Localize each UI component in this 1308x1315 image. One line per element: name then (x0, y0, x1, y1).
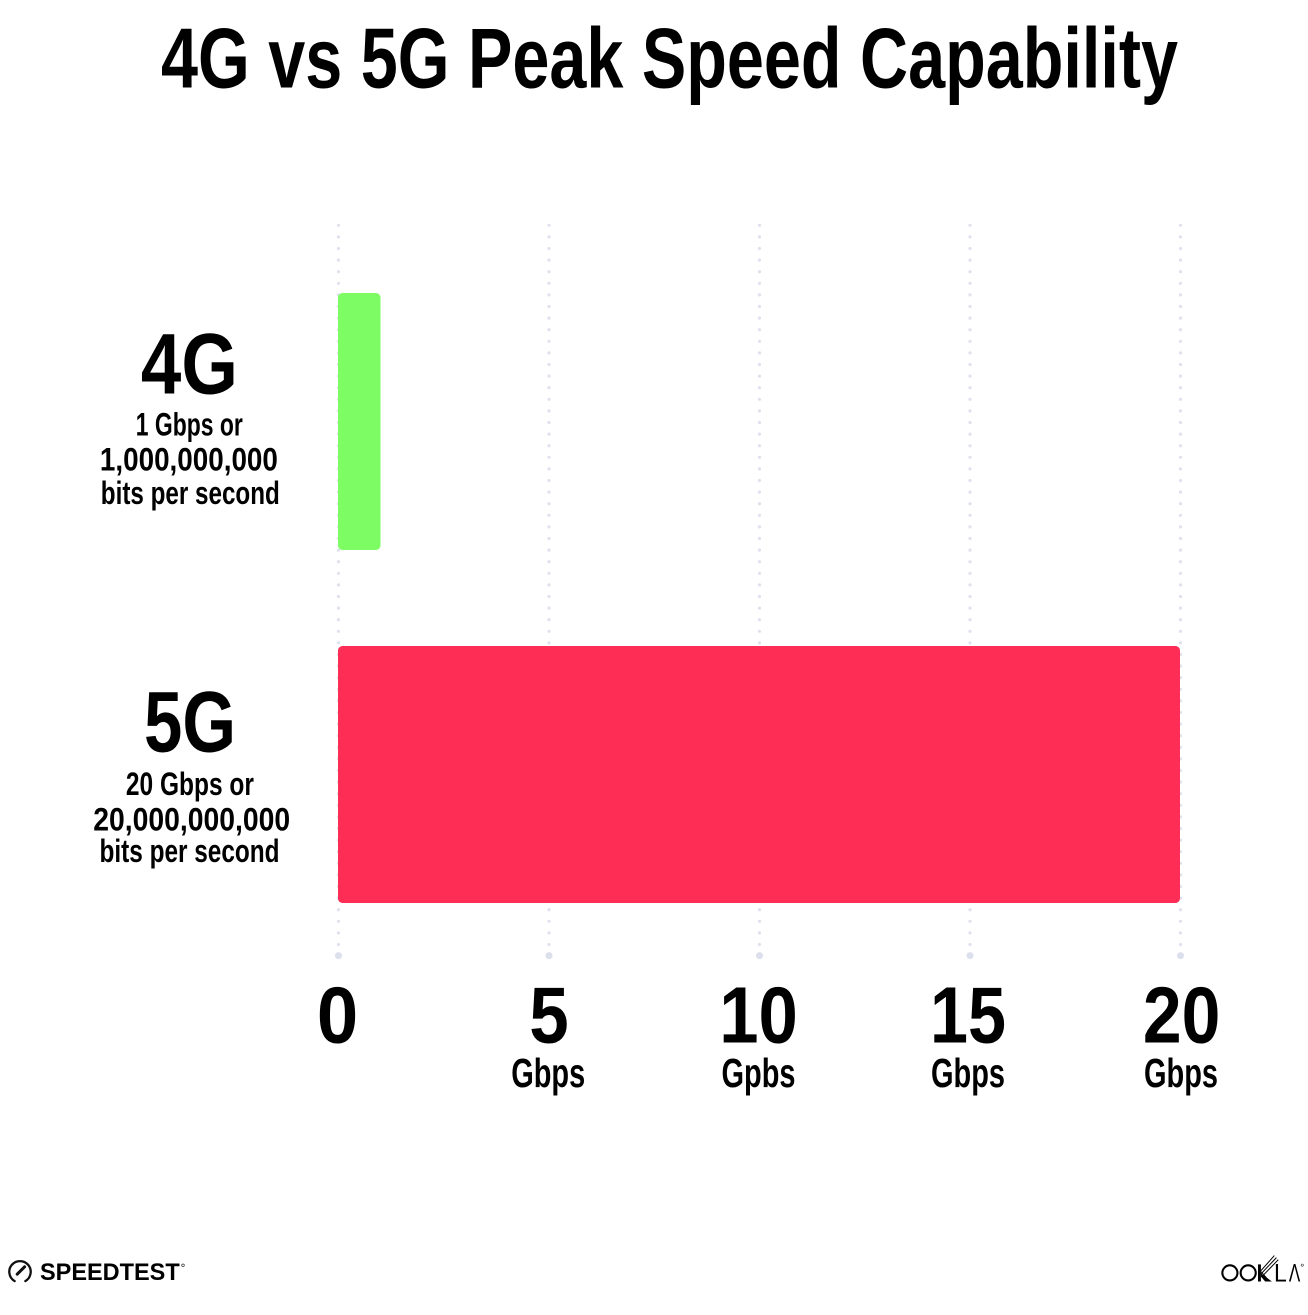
svg-text:10: 10 (719, 971, 798, 1060)
svg-text:Gpbs: Gpbs (722, 1050, 796, 1096)
svg-text:15: 15 (930, 971, 1006, 1060)
svg-text:1 Gbps or: 1 Gbps or (136, 407, 243, 443)
svg-text:4G vs 5G Peak Speed Capability: 4G vs 5G Peak Speed Capability (161, 12, 1178, 107)
svg-text:bits per second: bits per second (101, 475, 280, 511)
svg-text:20,000,000,000: 20,000,000,000 (93, 801, 290, 837)
svg-text:Λ: Λ (1289, 1260, 1301, 1287)
svg-text:4G: 4G (141, 317, 238, 413)
svg-text:5G: 5G (144, 675, 236, 771)
svg-text:20 Gbps or: 20 Gbps or (126, 766, 254, 802)
svg-text:Gbps: Gbps (511, 1050, 585, 1096)
svg-text:L: L (1274, 1260, 1287, 1287)
svg-text:20: 20 (1143, 971, 1221, 1060)
svg-text:bits per second: bits per second (100, 833, 280, 869)
svg-text:5: 5 (529, 971, 569, 1060)
svg-text:SPEEDTEST: SPEEDTEST (40, 1259, 180, 1286)
svg-text:0: 0 (317, 971, 358, 1060)
svg-text:Gbps: Gbps (1144, 1050, 1218, 1096)
svg-text:1,000,000,000: 1,000,000,000 (100, 441, 278, 477)
svg-text:Gbps: Gbps (931, 1050, 1005, 1096)
